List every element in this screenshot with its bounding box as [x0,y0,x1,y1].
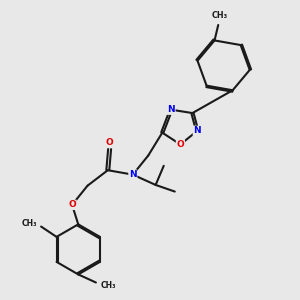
Text: CH₃: CH₃ [21,219,37,228]
Text: N: N [194,126,201,135]
Text: CH₃: CH₃ [100,281,116,290]
Text: O: O [106,139,113,148]
Text: N: N [167,105,175,114]
Text: O: O [176,140,184,149]
Text: CH₃: CH₃ [212,11,228,20]
Text: O: O [68,200,76,209]
Text: N: N [129,170,136,179]
